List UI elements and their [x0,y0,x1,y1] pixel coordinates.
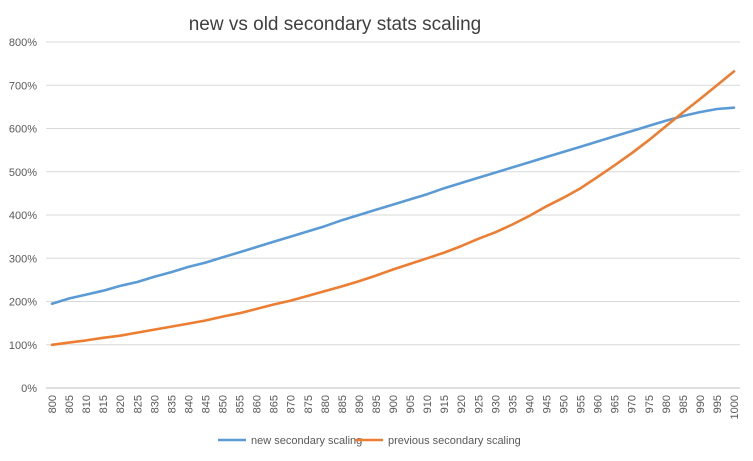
x-tick-label: 975 [644,395,656,413]
gridlines [46,41,740,389]
y-tick-label: 600% [9,124,37,136]
x-tick-label: 825 [132,395,144,413]
series-line-1 [50,106,736,306]
x-tick-label: 805 [64,395,76,413]
x-tick-label: 930 [490,395,502,413]
y-tick-label: 200% [9,297,37,309]
y-tick-label: 400% [9,210,37,222]
x-tick-label: 890 [354,395,366,413]
x-tick-label: 885 [337,395,349,413]
x-tick-label: 955 [576,395,588,413]
x-tick-label: 950 [559,395,571,413]
x-tick-label: 870 [286,395,298,413]
x-tick-label: 915 [439,395,451,413]
y-tick-label: 0% [21,383,37,395]
x-tick-label: 850 [218,395,230,413]
x-tick-label: 800 [47,395,59,413]
x-tick-label: 960 [593,395,605,413]
x-tick-label: 835 [166,395,178,413]
x-tick-label: 860 [252,395,264,413]
legend-label-1: new secondary scaling [251,435,362,447]
x-tick-label: 925 [473,395,485,413]
x-tick-label: 830 [149,395,161,413]
x-tick-label: 900 [388,395,400,413]
x-tick-label: 935 [507,395,519,413]
series-line-2 [50,70,736,347]
x-tick-label: 820 [115,395,127,413]
x-tick-label: 985 [678,395,690,413]
x-tick-label: 995 [712,395,724,413]
y-tick-label: 500% [9,167,37,179]
x-tick-label: 1000 [729,395,741,419]
x-tick-label: 895 [371,395,383,413]
x-tick-label: 845 [200,395,212,413]
y-tick-label: 700% [9,80,37,92]
x-tick-label: 815 [98,395,110,413]
chart-title: new vs old secondary stats scaling [189,14,482,35]
x-tick-label: 865 [269,395,281,413]
y-axis-tick-labels: 0% 100% 200% 300% 400% 500% 600% 700% 800% [9,37,37,395]
x-tick-label: 905 [405,395,417,413]
x-tick-label: 910 [422,395,434,413]
x-tick-label: 875 [303,395,315,413]
x-tick-label: 965 [610,395,622,413]
x-tick-label: 855 [235,395,247,413]
x-axis-tick-labels: 800 805 810 815 820 825 830 835 840 845 850 855 860 8… [47,395,741,419]
x-tick-label: 940 [524,395,536,413]
x-tick-label: 840 [183,395,195,413]
legend: new secondary scaling previous secondary … [218,435,521,447]
x-tick-label: 810 [81,395,93,413]
series-lines [50,70,736,347]
x-tick-label: 980 [661,395,673,413]
x-tick-label: 990 [695,395,707,413]
y-tick-label: 800% [9,37,37,49]
legend-label-2: previous secondary scaling [388,435,521,447]
x-tick-label: 945 [541,395,553,413]
y-tick-label: 300% [9,253,37,265]
x-tick-label: 970 [627,395,639,413]
x-tick-label: 880 [320,395,332,413]
x-tick-label: 920 [456,395,468,413]
y-tick-label: 100% [9,340,37,352]
